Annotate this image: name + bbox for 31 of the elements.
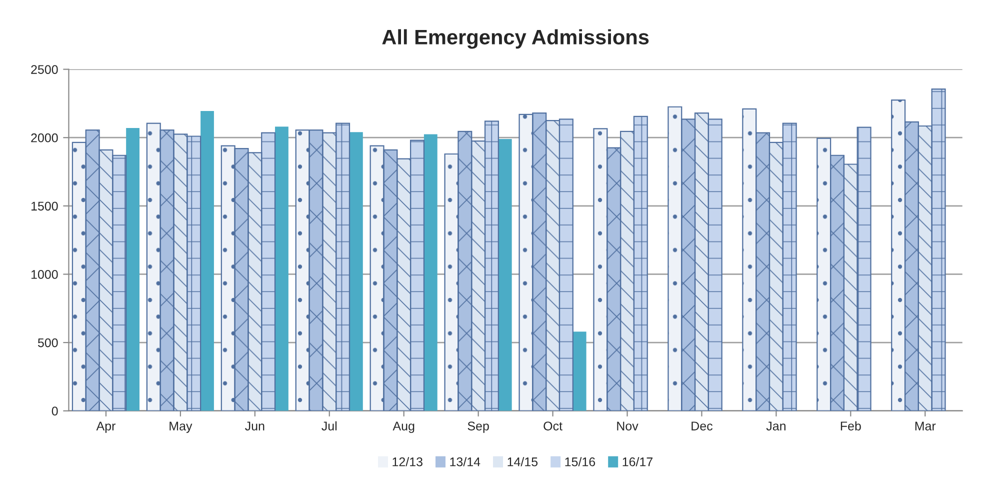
y-tick-label: 2000 bbox=[31, 133, 58, 142]
x-tick-label: Dec bbox=[692, 422, 713, 430]
bar bbox=[200, 110, 214, 411]
legend-label: 13/14 bbox=[450, 457, 480, 466]
legend-label: 12/13 bbox=[392, 457, 422, 466]
bar bbox=[424, 134, 438, 411]
x-tick-label: Nov bbox=[617, 422, 638, 430]
bar bbox=[349, 132, 363, 411]
y-tick-label: 500 bbox=[38, 338, 58, 348]
y-tick-label: 2500 bbox=[31, 65, 58, 74]
x-tick-label: Oct bbox=[544, 422, 562, 430]
y-tick-label: 1500 bbox=[31, 202, 58, 211]
x-tick-label: Sep bbox=[468, 422, 489, 433]
legend-label: 14/15 bbox=[508, 457, 538, 466]
y-tick-label: 1000 bbox=[31, 270, 58, 279]
bar bbox=[498, 138, 512, 411]
y-tick-label: 0 bbox=[52, 406, 58, 416]
x-tick-label: Apr bbox=[96, 422, 116, 433]
x-tick-label: Mar bbox=[915, 422, 936, 430]
x-tick-label: May bbox=[170, 422, 192, 433]
chart-title: All Emergency Admissions bbox=[382, 29, 649, 49]
bar bbox=[126, 128, 140, 411]
x-tick-label: Aug bbox=[392, 422, 414, 433]
x-tick-label: Jul bbox=[322, 421, 337, 430]
bar bbox=[572, 332, 586, 411]
legend-label: 16/17 bbox=[622, 457, 652, 466]
x-tick-label: Jan bbox=[766, 422, 786, 430]
legend-label: 15/16 bbox=[565, 457, 596, 466]
bar bbox=[275, 126, 288, 411]
x-tick-label: Feb bbox=[840, 421, 861, 430]
x-tick-label: Jun bbox=[245, 422, 264, 430]
